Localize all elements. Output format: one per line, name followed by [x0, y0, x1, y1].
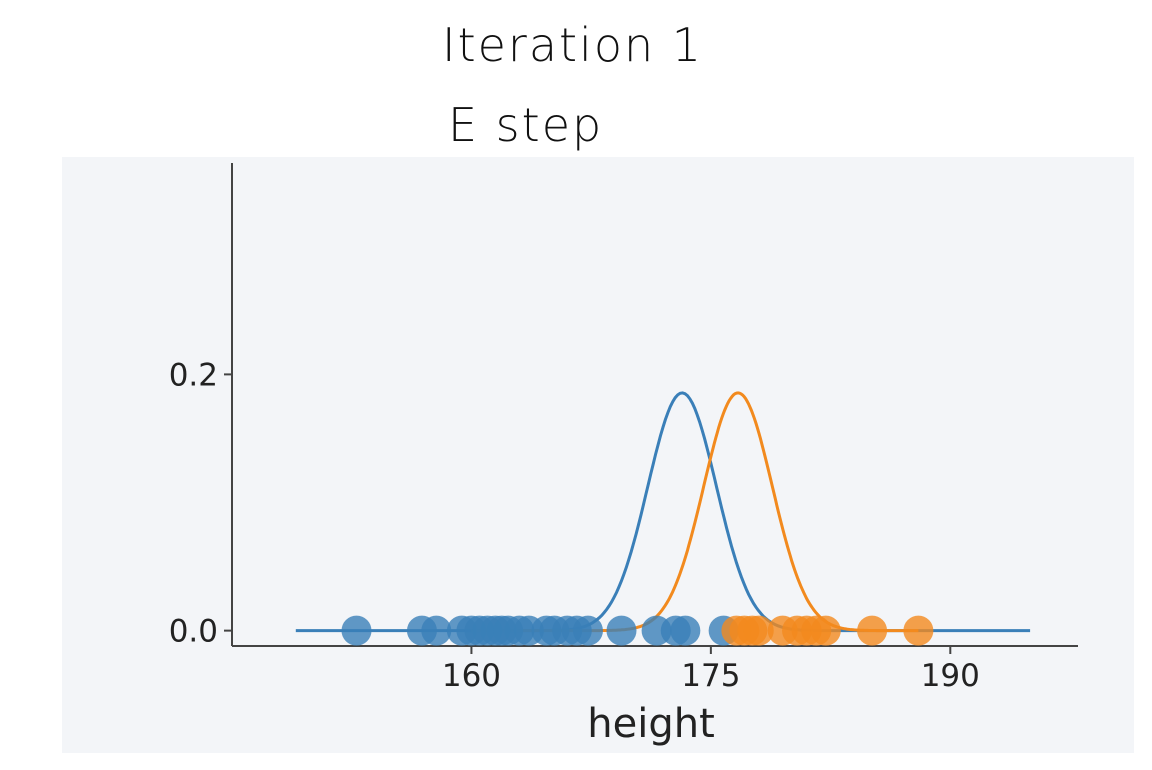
chart-background [62, 157, 1134, 753]
title-annotation: Iteration 1 [442, 18, 704, 72]
data-point [743, 615, 774, 646]
data-point [810, 615, 841, 646]
chart-area: 160 175 190 0.0 0.2 height [62, 157, 1134, 753]
x-tick-label: 175 [681, 658, 740, 694]
data-point [572, 615, 603, 646]
data-point [341, 615, 372, 646]
data-point [903, 615, 934, 646]
x-axis-label: height [587, 701, 715, 747]
data-point [857, 615, 888, 646]
subtitle-annotation: E step [448, 98, 604, 152]
y-tick-label: 0.0 [169, 614, 218, 650]
data-point [421, 615, 452, 646]
y-tick-label: 0.2 [169, 357, 218, 393]
x-tick-label: 190 [921, 658, 980, 694]
data-point [606, 615, 637, 646]
chart-svg: 160 175 190 0.0 0.2 height [62, 157, 1134, 753]
data-point [670, 615, 701, 646]
x-tick-label: 160 [442, 658, 501, 694]
